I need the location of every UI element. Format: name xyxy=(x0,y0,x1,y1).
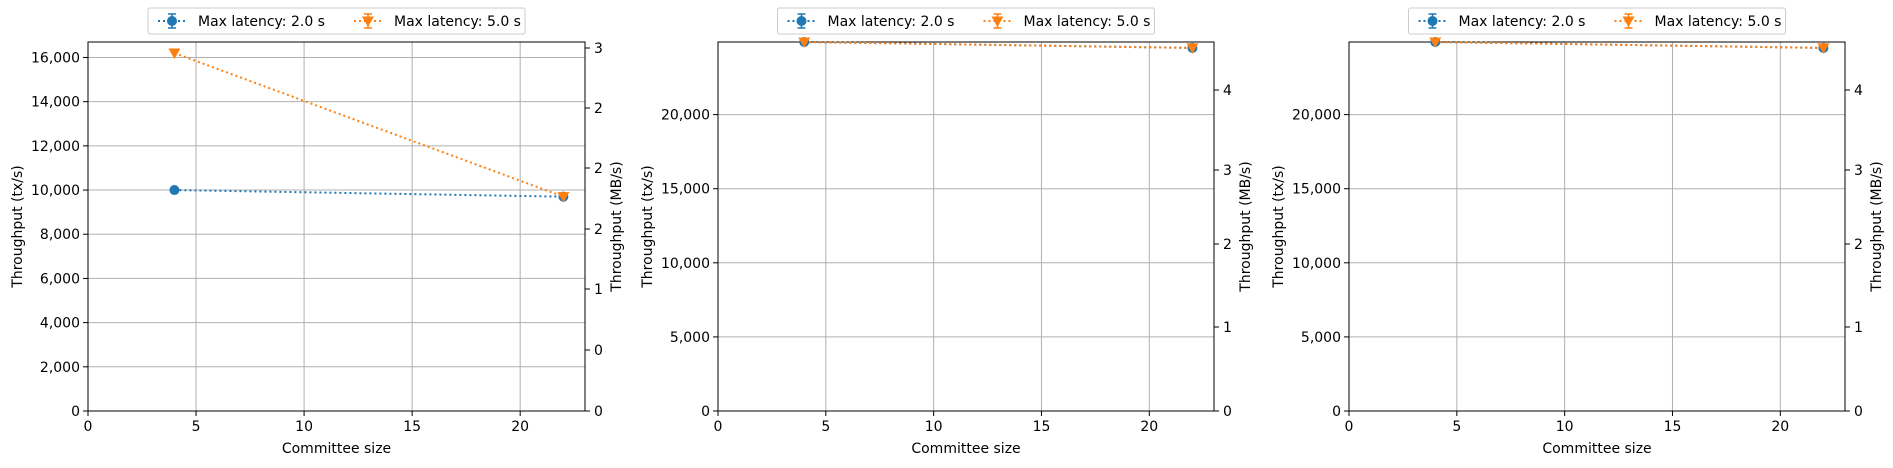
y2-tick-label: 4 xyxy=(1223,83,1232,99)
chart-panel-2: 0 5 10 15 20 0 5,000 10,000 15,000 20,000 0 1 2 3 4 Com… xyxy=(640,7,1254,457)
data-point xyxy=(798,37,811,48)
y-tick-label: 6,000 xyxy=(40,271,80,287)
y-tick-label: 0 xyxy=(701,404,710,420)
y-tick-label: 10,000 xyxy=(31,183,80,199)
y2-tick-label: 3 xyxy=(1223,163,1232,179)
legend-marker xyxy=(991,16,1004,27)
y-tick-label: 4,000 xyxy=(40,316,80,332)
legend-box xyxy=(147,7,526,35)
series-line-2 xyxy=(804,41,1193,49)
y2-tick-label: 2 xyxy=(594,161,603,177)
y2-tick-label: 2 xyxy=(1854,237,1863,253)
series-line-1 xyxy=(804,41,1193,49)
x-tick-label: 20 xyxy=(1140,419,1158,435)
y2-tick-label: 3 xyxy=(1854,163,1863,179)
x-tick-label: 10 xyxy=(1556,419,1574,435)
data-point xyxy=(1817,43,1830,54)
data-point xyxy=(169,185,180,196)
x-tick-label: 15 xyxy=(1664,419,1682,435)
x-axis-label: Committee size xyxy=(1542,441,1651,457)
plot-frame xyxy=(1348,41,1846,412)
y2-axis-label: Throughput (MB/s) xyxy=(1869,161,1885,292)
y-tick-label: 15,000 xyxy=(661,182,710,198)
legend-box xyxy=(777,7,1155,35)
y2-tick-label: 2 xyxy=(594,222,603,238)
y-tick-label: 12,000 xyxy=(31,139,80,155)
legend: Max latency: 2.0 s Max latency: 5.0 s xyxy=(147,7,526,35)
x-tick-label: 20 xyxy=(1771,419,1789,435)
x-tick-label: 20 xyxy=(511,419,529,435)
series-line-2 xyxy=(174,52,564,198)
y2-tick-label: 0 xyxy=(1854,404,1863,420)
y2-tick-label: 2 xyxy=(1223,237,1232,253)
y-tick-label: 5,000 xyxy=(670,330,710,346)
x-tick-label: 0 xyxy=(714,419,723,435)
plot-frame xyxy=(717,41,1215,412)
chart-panel-3: 0 5 10 15 20 0 5,000 10,000 15,000 20,000 0 1 2 3 4 Com… xyxy=(1271,7,1885,457)
y2-tick-label: 1 xyxy=(594,282,603,298)
legend-label: Max latency: 5.0 s xyxy=(394,14,521,30)
legend-label: Max latency: 2.0 s xyxy=(1459,14,1586,30)
legend: Max latency: 2.0 s Max latency: 5.0 s xyxy=(1408,7,1786,35)
legend-marker xyxy=(1427,16,1438,26)
y-tick-label: 20,000 xyxy=(661,108,710,124)
legend-marker xyxy=(362,16,374,27)
y2-tick-label: 1 xyxy=(1223,320,1232,336)
x-tick-label: 5 xyxy=(192,419,201,435)
x-axis-label: Committee size xyxy=(911,441,1020,457)
y-tick-label: 2,000 xyxy=(40,360,80,376)
legend-box xyxy=(1408,7,1786,35)
y-axis-label: Throughput (tx/s) xyxy=(1271,165,1287,288)
legend-marker xyxy=(1622,16,1635,27)
series-line-2 xyxy=(1435,41,1824,49)
y-tick-label: 10,000 xyxy=(1292,256,1341,272)
chart-panel-1: 0 5 10 15 2002,0004,0006,0008,00010,00012,00… xyxy=(10,7,625,457)
data-point xyxy=(557,192,570,203)
y2-tick-label: 4 xyxy=(1854,83,1863,99)
x-tick-label: 5 xyxy=(821,419,830,435)
legend-label: Max latency: 2.0 s xyxy=(828,14,955,30)
y-tick-label: 15,000 xyxy=(1292,182,1341,198)
x-tick-label: 5 xyxy=(1452,419,1461,435)
plot-frame xyxy=(87,41,586,412)
legend-label: Max latency: 2.0 s xyxy=(198,14,325,30)
y-tick-label: 5,000 xyxy=(1301,330,1341,346)
y2-tick-label: 0 xyxy=(594,404,603,420)
y-tick-label: 14,000 xyxy=(31,95,80,111)
series-line-1 xyxy=(1435,41,1824,49)
y-tick-label: 0 xyxy=(71,404,80,420)
y2-axis-label: Throughput (MB/s) xyxy=(1238,161,1254,292)
y-tick-label: 8,000 xyxy=(40,227,80,243)
y2-axis-label: Throughput (MB/s) xyxy=(609,161,625,292)
y-axis-label: Throughput (tx/s) xyxy=(640,165,656,288)
y-tick-label: 20,000 xyxy=(1292,108,1341,124)
legend-label: Max latency: 5.0 s xyxy=(1024,14,1151,30)
y2-tick-label: 3 xyxy=(594,41,603,57)
y2-tick-label: 1 xyxy=(1854,320,1863,336)
x-tick-label: 10 xyxy=(925,419,943,435)
y-tick-label: 16,000 xyxy=(31,50,80,66)
legend-marker xyxy=(167,16,177,26)
x-tick-label: 10 xyxy=(295,419,313,435)
data-point xyxy=(1186,43,1199,54)
data-point xyxy=(1429,37,1442,48)
y-tick-label: 0 xyxy=(1332,404,1341,420)
y-axis-label: Throughput (tx/s) xyxy=(10,165,26,288)
y-tick-label: 10,000 xyxy=(661,256,710,272)
x-tick-label: 15 xyxy=(1033,419,1051,435)
y2-tick-label: 0 xyxy=(594,343,603,359)
legend-label: Max latency: 5.0 s xyxy=(1655,14,1782,30)
x-tick-label: 0 xyxy=(84,419,93,435)
x-axis-label: Committee size xyxy=(282,441,391,457)
y2-tick-label: 0 xyxy=(1223,404,1232,420)
x-tick-label: 15 xyxy=(403,419,421,435)
y2-tick-label: 2 xyxy=(594,101,603,117)
legend-marker xyxy=(796,16,807,26)
data-point xyxy=(168,48,181,60)
x-tick-label: 0 xyxy=(1345,419,1354,435)
legend: Max latency: 2.0 s Max latency: 5.0 s xyxy=(777,7,1155,35)
series-line-1 xyxy=(174,189,564,198)
